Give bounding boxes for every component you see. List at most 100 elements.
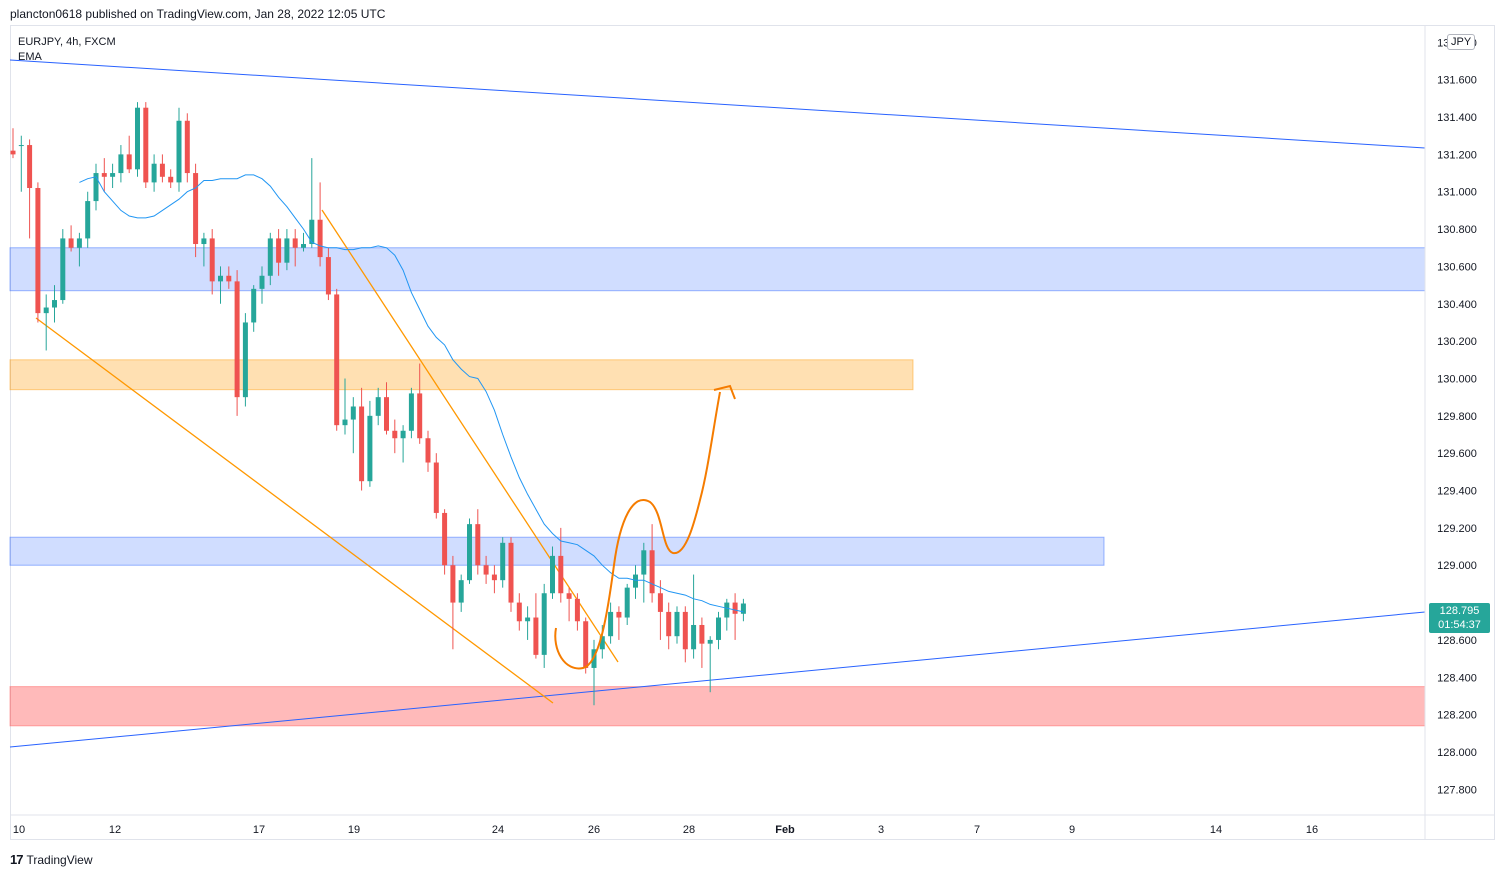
candle (707, 636, 713, 693)
candle-body (18, 145, 24, 147)
candle (259, 266, 265, 304)
candle (550, 546, 555, 599)
candle-body (27, 145, 33, 188)
candle (184, 113, 190, 183)
candle-body (732, 602, 738, 614)
candle-body (159, 163, 165, 177)
candle-body (608, 611, 614, 637)
candle-body (450, 565, 456, 603)
candle (583, 617, 589, 674)
candle-body (541, 593, 547, 655)
candle (168, 169, 174, 188)
candle-body (392, 430, 398, 439)
candle-body (491, 574, 497, 581)
candle (657, 580, 663, 640)
candle-body (76, 238, 82, 248)
candle (143, 102, 149, 188)
last-price-value: 128.795 (1439, 605, 1480, 617)
candle (317, 182, 323, 267)
lower-trendline (9, 611, 1426, 748)
candle (716, 611, 721, 650)
price-tick-label: 129.600 (1437, 448, 1477, 460)
candle-body (375, 397, 381, 416)
bar-countdown: 01:54:37 (1438, 619, 1481, 631)
indicator-label[interactable]: EMA (18, 51, 42, 63)
candle-body (126, 154, 132, 170)
footer-brand[interactable]: 17 TradingView (10, 852, 93, 867)
candle (68, 225, 74, 252)
candle (325, 247, 331, 301)
candle (608, 602, 614, 644)
candle-body (35, 188, 41, 314)
candle (18, 135, 24, 192)
candle-body (674, 611, 680, 637)
candle (616, 606, 622, 640)
candle-body (135, 107, 140, 170)
candle-body (101, 173, 107, 177)
price-tick-label: 129.800 (1437, 411, 1477, 423)
candle-body (458, 580, 464, 603)
price-tick-label: 128.400 (1437, 672, 1477, 684)
candle (309, 158, 315, 248)
candle-body (367, 415, 373, 482)
publish-header: plancton0618 published on TradingView.co… (10, 7, 386, 21)
price-tick-label: 130.000 (1437, 373, 1477, 385)
candle (176, 107, 182, 192)
chart-frame (10, 25, 1495, 840)
candle (251, 285, 257, 332)
price-tick-label: 129.200 (1437, 523, 1477, 535)
candle-body (483, 565, 489, 575)
candle (408, 387, 414, 439)
candle (118, 145, 124, 183)
candle (301, 232, 306, 252)
time-tick-label: Feb (775, 824, 795, 836)
time-tick-label: 16 (1306, 824, 1318, 836)
candle-body (442, 512, 448, 566)
candle (732, 593, 738, 640)
candle-body (657, 593, 663, 612)
candle (525, 606, 531, 640)
wedge-upper-line (321, 209, 619, 663)
candle-body (350, 406, 356, 420)
candle (85, 191, 91, 248)
candle-body (43, 307, 49, 314)
candle (151, 154, 157, 192)
price-tick-label: 131.400 (1437, 112, 1477, 124)
candle-body (10, 150, 16, 155)
candle (334, 288, 340, 431)
time-tick-label: 14 (1210, 824, 1222, 836)
price-tick-label: 129.400 (1437, 486, 1477, 498)
candle-body (143, 107, 149, 183)
candle-body (408, 393, 414, 431)
price-tick-label: 130.400 (1437, 299, 1477, 311)
candle (433, 453, 439, 519)
candle (392, 419, 398, 454)
candle-body (417, 393, 423, 439)
candle (242, 313, 248, 407)
candle-body (516, 602, 522, 622)
candle (649, 524, 655, 603)
chart-legend[interactable]: EURJPY, 4h, FXCM EMA (18, 35, 116, 65)
candle-body (60, 238, 66, 301)
candle (541, 583, 547, 668)
price-tick-label: 127.800 (1437, 784, 1477, 796)
candle-body (68, 238, 74, 248)
candle-body (467, 524, 472, 581)
candle (350, 397, 356, 454)
candle-body (384, 397, 389, 431)
time-tick-label: 28 (683, 824, 695, 836)
candle-body (301, 244, 306, 248)
candle (209, 229, 215, 295)
price-axis: 131.800131.600131.400131.200131.000130.8… (1424, 25, 1477, 840)
candle-body (259, 275, 265, 289)
candle (10, 128, 16, 159)
candle (193, 163, 199, 258)
candle-body (716, 617, 721, 640)
candle (674, 606, 680, 644)
candle (425, 430, 431, 472)
price-tick-label: 130.600 (1437, 261, 1477, 273)
currency-badge[interactable]: JPY (1447, 34, 1476, 50)
candle (226, 266, 232, 289)
symbol-label[interactable]: EURJPY, 4h, FXCM (18, 36, 116, 48)
